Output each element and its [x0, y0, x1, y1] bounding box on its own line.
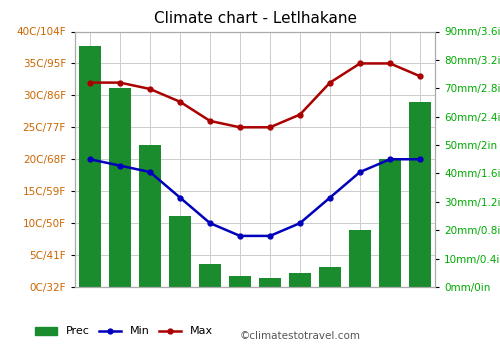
Bar: [379, 159, 401, 287]
Text: ©climatestotravel.com: ©climatestotravel.com: [240, 331, 361, 341]
Bar: [319, 267, 341, 287]
Bar: [409, 103, 431, 287]
Bar: [79, 46, 101, 287]
Bar: [199, 264, 221, 287]
Bar: [289, 273, 311, 287]
Bar: [109, 88, 131, 287]
Title: Climate chart - Letlhakane: Climate chart - Letlhakane: [154, 11, 356, 26]
Bar: [139, 145, 161, 287]
Legend: Prec, Min, Max: Prec, Min, Max: [30, 322, 218, 341]
Bar: [169, 216, 191, 287]
Bar: [229, 276, 252, 287]
Bar: [349, 230, 371, 287]
Bar: [259, 279, 281, 287]
